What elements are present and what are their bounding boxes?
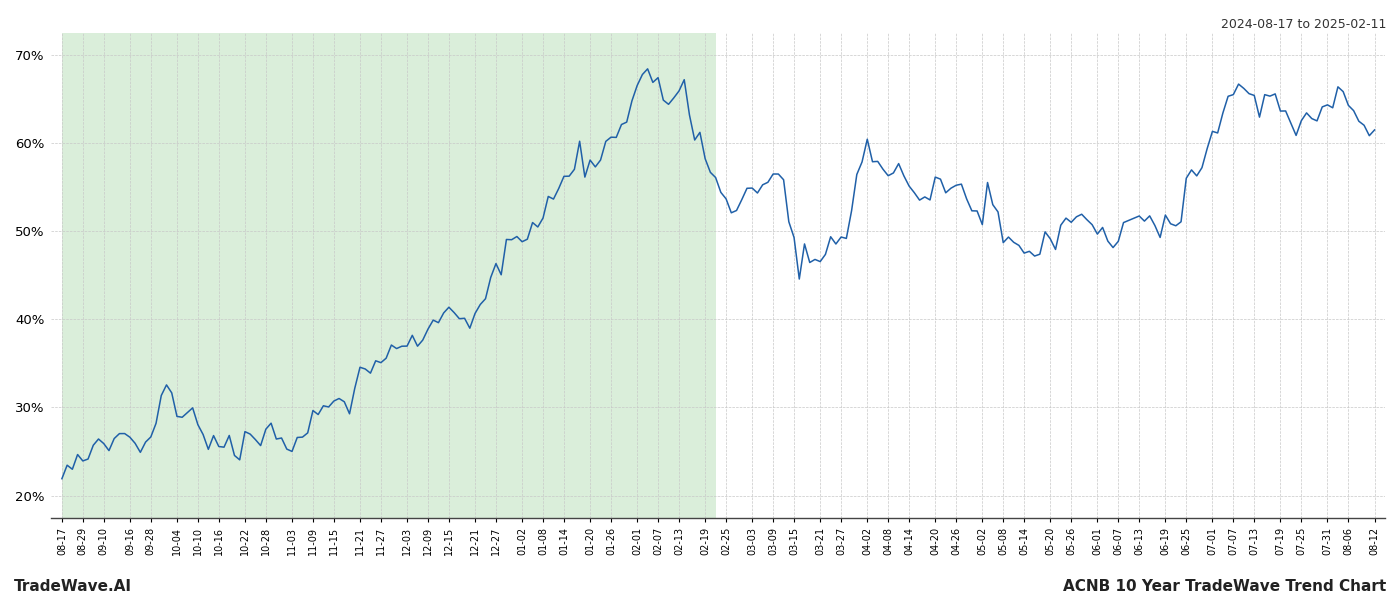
Text: ACNB 10 Year TradeWave Trend Chart: ACNB 10 Year TradeWave Trend Chart bbox=[1063, 579, 1386, 594]
Text: TradeWave.AI: TradeWave.AI bbox=[14, 579, 132, 594]
Text: 2024-08-17 to 2025-02-11: 2024-08-17 to 2025-02-11 bbox=[1221, 18, 1386, 31]
Bar bbox=[62, 33, 715, 518]
